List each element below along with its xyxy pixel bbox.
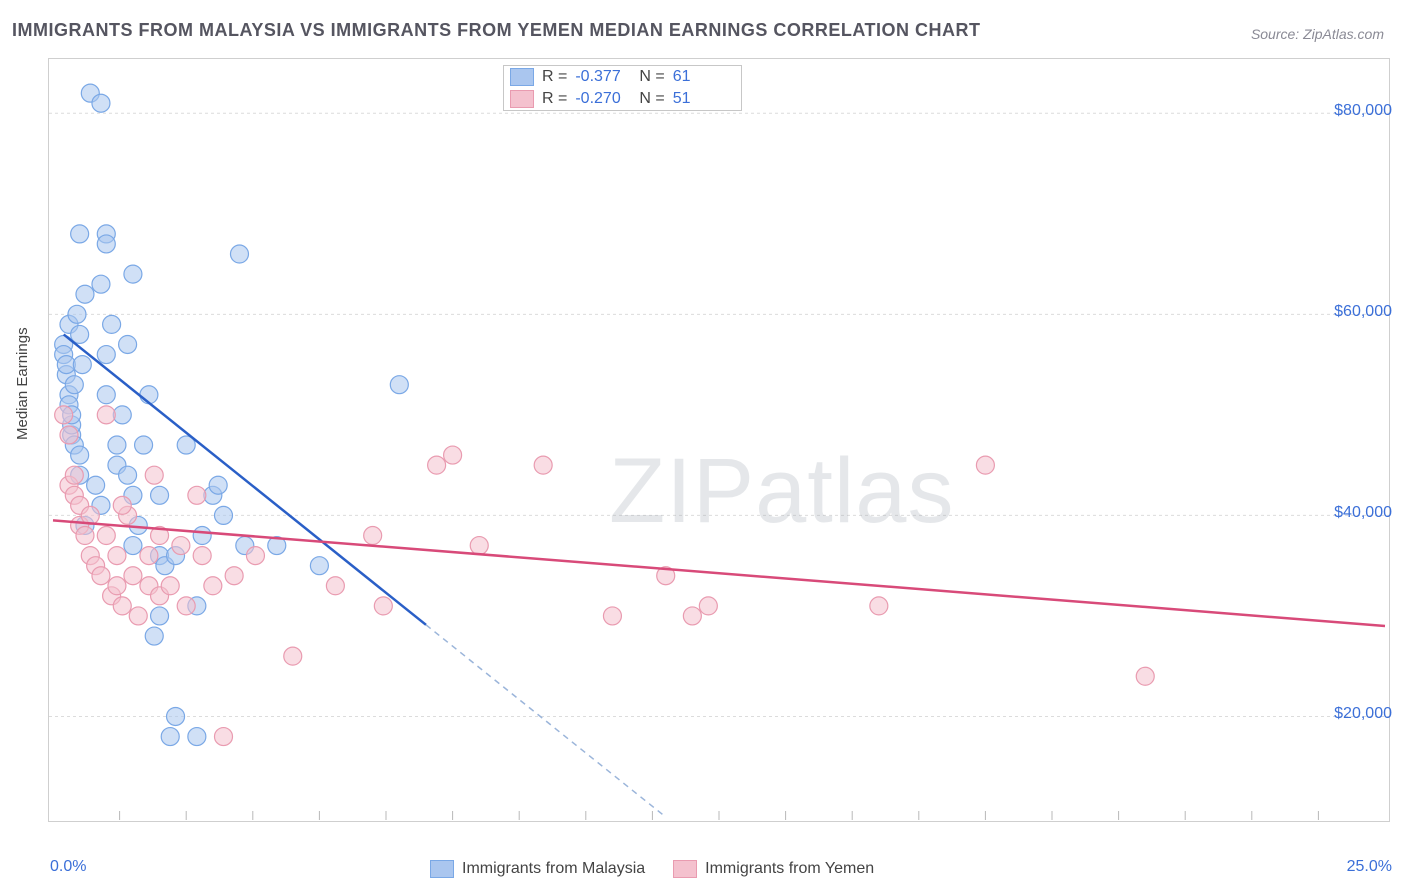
n-value: 61 bbox=[673, 68, 729, 86]
stats-legend: R = -0.377 N = 61 R = -0.270 N = 51 bbox=[503, 65, 742, 111]
chart-area: R = -0.377 N = 61 R = -0.270 N = 51 ZIPa… bbox=[48, 58, 1390, 822]
y-tick-label: $80,000 bbox=[1334, 102, 1392, 120]
r-value: -0.377 bbox=[575, 68, 631, 86]
n-label: N = bbox=[639, 68, 664, 86]
legend-label: Immigrants from Malaysia bbox=[462, 860, 645, 878]
swatch-icon bbox=[510, 68, 534, 86]
legend-label: Immigrants from Yemen bbox=[705, 860, 874, 878]
chart-title: IMMIGRANTS FROM MALAYSIA VS IMMIGRANTS F… bbox=[12, 20, 981, 41]
swatch-icon bbox=[430, 860, 454, 878]
y-tick-label: $40,000 bbox=[1334, 504, 1392, 522]
x-axis-min: 0.0% bbox=[50, 858, 86, 876]
y-tick-label: $60,000 bbox=[1334, 303, 1392, 321]
swatch-icon bbox=[510, 90, 534, 108]
r-value: -0.270 bbox=[575, 90, 631, 108]
y-axis-label: Median Earnings bbox=[14, 327, 31, 440]
stats-row-malaysia: R = -0.377 N = 61 bbox=[504, 66, 741, 88]
stats-row-yemen: R = -0.270 N = 51 bbox=[504, 88, 741, 110]
legend-item-yemen: Immigrants from Yemen bbox=[673, 860, 874, 878]
r-label: R = bbox=[542, 90, 567, 108]
legend-item-malaysia: Immigrants from Malaysia bbox=[430, 860, 645, 878]
x-axis-max: 25.0% bbox=[1347, 858, 1392, 876]
n-label: N = bbox=[639, 90, 664, 108]
scatter-chart bbox=[49, 59, 1389, 821]
series-legend: Immigrants from Malaysia Immigrants from… bbox=[430, 860, 874, 878]
swatch-icon bbox=[673, 860, 697, 878]
y-tick-label: $20,000 bbox=[1334, 705, 1392, 723]
r-label: R = bbox=[542, 68, 567, 86]
n-value: 51 bbox=[673, 90, 729, 108]
source-label: Source: ZipAtlas.com bbox=[1251, 26, 1384, 42]
